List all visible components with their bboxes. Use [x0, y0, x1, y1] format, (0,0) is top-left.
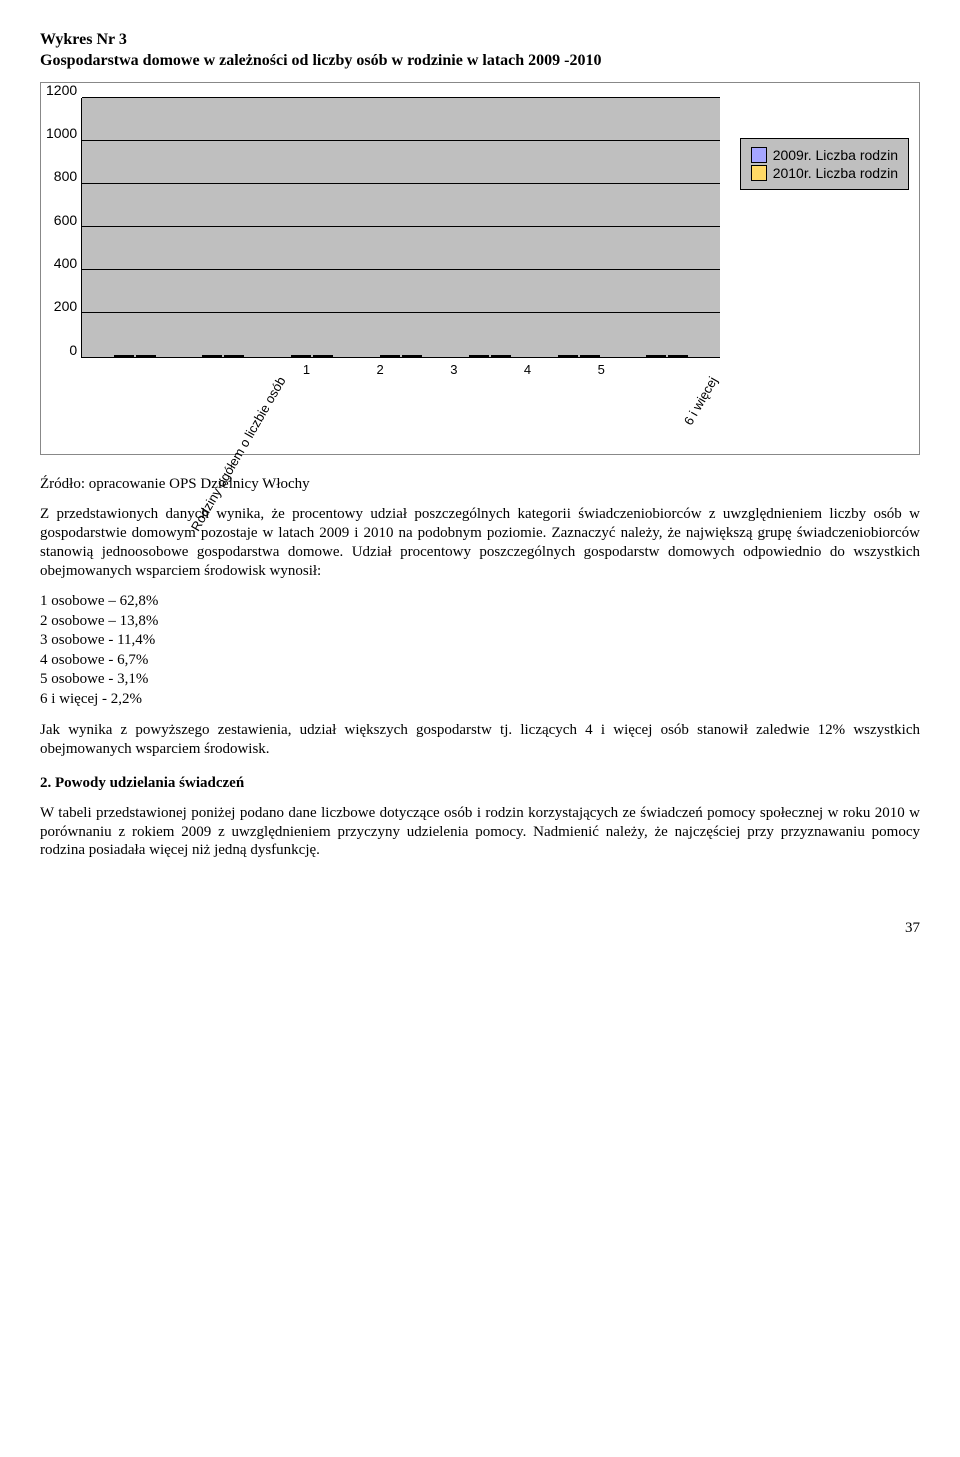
x-label: 3	[417, 362, 491, 452]
paragraph-1: Z przedstawionych danych wynika, że proc…	[40, 505, 920, 580]
bar	[224, 355, 244, 357]
list-item: 6 i więcej - 2,2%	[40, 690, 920, 710]
bar	[291, 355, 311, 357]
page-number: 37	[40, 920, 920, 937]
bar	[402, 355, 422, 357]
bar	[469, 355, 489, 357]
paragraph-2: Jak wynika z powyższego zestawienia, udz…	[40, 721, 920, 759]
bar	[136, 355, 156, 357]
bar-group	[445, 355, 534, 357]
x-label: 1	[270, 362, 344, 452]
list-item: 3 osobowe - 11,4%	[40, 631, 920, 651]
legend: 2009r. Liczba rodzin 2010r. Liczba rodzin	[740, 138, 909, 190]
bar	[114, 355, 134, 357]
legend-label: 2010r. Liczba rodzin	[773, 165, 898, 181]
list-item: 2 osobowe – 13,8%	[40, 612, 920, 632]
x-label: 2	[343, 362, 417, 452]
bar	[380, 355, 400, 357]
bar	[558, 355, 578, 357]
legend-swatch	[751, 165, 767, 181]
list-item: 4 osobowe - 6,7%	[40, 651, 920, 671]
chart-container: 120010008006004002000 Rodziny ogółem o l…	[40, 82, 920, 455]
bar-group	[534, 355, 623, 357]
y-axis: 120010008006004002000	[46, 90, 81, 350]
bar	[202, 355, 222, 357]
bar	[313, 355, 333, 357]
plot-region	[81, 98, 720, 358]
bar-group	[623, 355, 712, 357]
x-label: Rodziny ogółem o liczbie osób	[94, 364, 270, 454]
paragraph-3: W tabeli przedstawionej poniżej podano d…	[40, 804, 920, 860]
x-axis-labels: Rodziny ogółem o liczbie osób123456 i wi…	[46, 364, 720, 454]
bar	[646, 355, 666, 357]
source-line: Źródło: opracowanie OPS Dzielnicy Włochy	[40, 475, 920, 494]
bar-group	[268, 355, 357, 357]
bar-group	[179, 355, 268, 357]
bar	[580, 355, 600, 357]
chart-number: Wykres Nr 3	[40, 31, 127, 48]
bar-group	[357, 355, 446, 357]
list-item: 5 osobowe - 3,1%	[40, 670, 920, 690]
list-item: 1 osobowe – 62,8%	[40, 592, 920, 612]
legend-item: 2010r. Liczba rodzin	[751, 165, 898, 181]
legend-swatch	[751, 147, 767, 163]
section-2-heading: 2. Powody udzielania świadczeń	[40, 775, 920, 792]
chart-plot-area: 120010008006004002000 Rodziny ogółem o l…	[46, 98, 720, 454]
legend-item: 2009r. Liczba rodzin	[751, 147, 898, 163]
bar	[668, 355, 688, 357]
bar-group	[90, 355, 179, 357]
x-label: 6 i więcej	[638, 364, 712, 454]
x-label: 4	[491, 362, 565, 452]
x-label: 5	[564, 362, 638, 452]
legend-label: 2009r. Liczba rodzin	[773, 147, 898, 163]
chart-title: Gospodarstwa domowe w zależności od licz…	[40, 52, 601, 69]
bar	[491, 355, 511, 357]
percentage-list: 1 osobowe – 62,8%2 osobowe – 13,8%3 osob…	[40, 592, 920, 709]
